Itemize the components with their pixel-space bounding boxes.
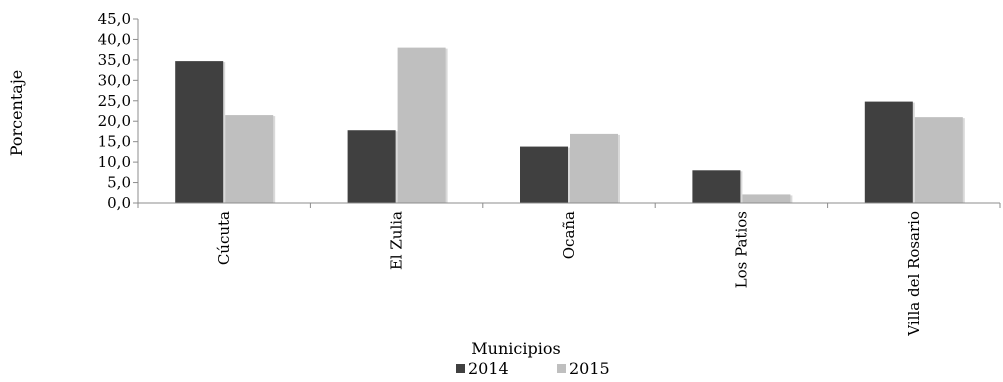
y-tick-label: 0,0 xyxy=(107,194,131,212)
x-axis-title: Municipios xyxy=(471,339,560,358)
y-axis: 0,0 5,0 10,0 15,0 20,0 25,0 30,0 35,0 40,0 45,0 xyxy=(98,10,138,212)
bar-2015-3 xyxy=(742,194,791,203)
bar-2014-2 xyxy=(520,146,568,203)
legend-swatch-2015 xyxy=(557,364,566,373)
bar-2014-0 xyxy=(175,61,224,203)
y-tick-label: 45,0 xyxy=(98,10,131,28)
legend-swatch-2014 xyxy=(456,364,465,373)
bar-2015-1 xyxy=(397,47,446,203)
x-axis: Cúcuta El Zulia Ocaña Los Patios Villa del R… xyxy=(137,203,1001,337)
legend-label-2015: 2015 xyxy=(569,359,610,378)
y-tick-label: 20,0 xyxy=(98,112,131,130)
x-category-label: Ocaña xyxy=(560,211,578,259)
y-tick-label: 35,0 xyxy=(98,51,131,69)
y-axis-title: Porcentaje xyxy=(7,70,26,157)
bar-2015-4 xyxy=(914,117,963,203)
bar-2014-4 xyxy=(864,101,913,203)
y-tick-label: 5,0 xyxy=(107,174,131,192)
x-category-label: El Zulia xyxy=(388,211,406,270)
legend: 2014 2015 xyxy=(456,359,610,378)
bar-2014-1 xyxy=(347,130,396,203)
bar-2015-2 xyxy=(570,133,618,203)
y-tick-label: 10,0 xyxy=(98,153,131,171)
bar-2014-3 xyxy=(692,170,741,203)
y-tick-label: 25,0 xyxy=(98,92,131,110)
bar-2015-0 xyxy=(225,115,274,203)
x-category-label: Villa del Rosario xyxy=(905,211,923,337)
x-category-label: Los Patios xyxy=(732,211,750,288)
y-tick-label: 30,0 xyxy=(98,71,131,89)
plot-area xyxy=(175,47,965,203)
y-tick-label: 40,0 xyxy=(98,30,131,48)
y-tick-label: 15,0 xyxy=(98,133,131,151)
x-category-label: Cúcuta xyxy=(215,211,233,265)
legend-label-2014: 2014 xyxy=(468,359,509,378)
